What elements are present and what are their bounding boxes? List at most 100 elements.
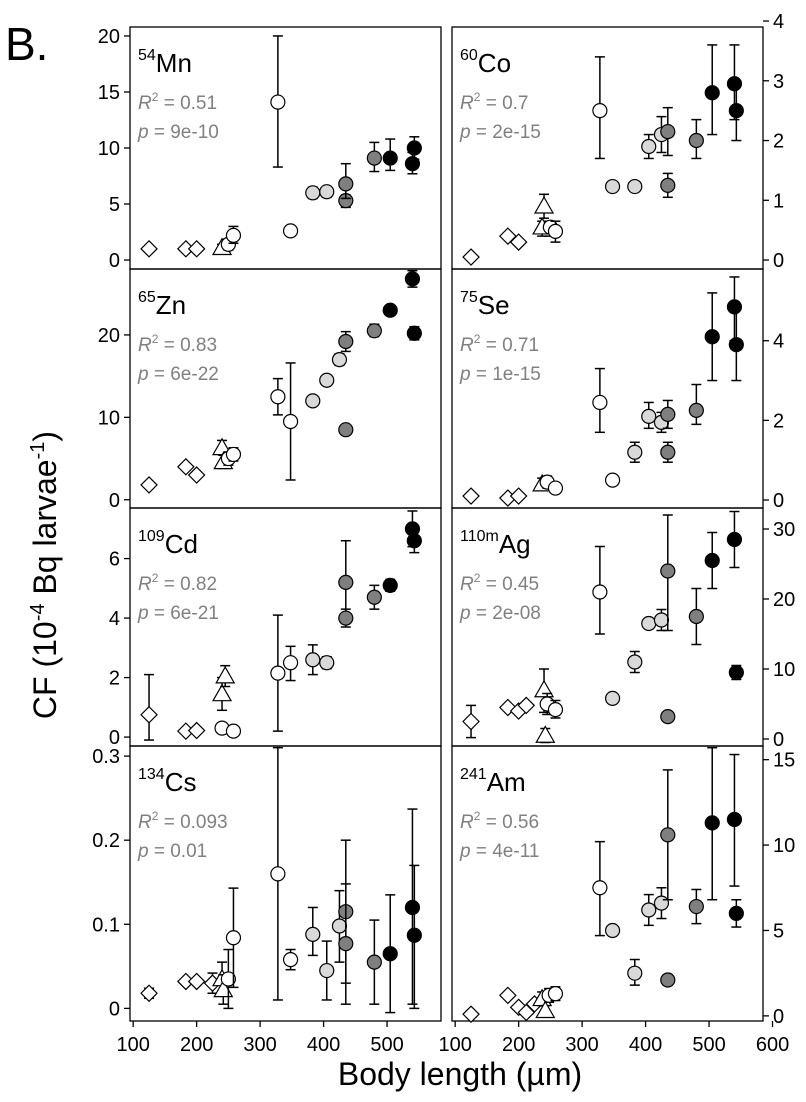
p-value-label: p = 2e-08 (459, 603, 541, 624)
data-point-circle (661, 828, 675, 842)
data-point-circle (548, 703, 562, 717)
data-point-circle (271, 390, 285, 404)
data-point-circle (642, 140, 656, 154)
p-value-label: p = 6e-21 (137, 603, 219, 624)
x-tick-label: 400 (629, 1034, 662, 1056)
x-tick-label: 400 (307, 1034, 340, 1056)
y-tick-label: 20 (98, 26, 120, 48)
data-point-circle (383, 303, 397, 317)
panel-am: 051015100 200 300 400 500 600241AmR2 = 0.56p … (438, 746, 795, 1056)
p-value-label: p = 0.01 (137, 841, 207, 862)
r-squared-label: R2 = 0.82 (138, 571, 217, 595)
isotope-label: 134Cs (138, 766, 196, 797)
y-axis-label-part3: ) (27, 431, 63, 442)
isotope-mass: 54 (138, 47, 156, 64)
r-squared-label: R2 = 0.45 (460, 571, 539, 595)
isotope-label: 241Am (460, 766, 526, 797)
data-point-diamond (463, 714, 479, 730)
data-point-circle (271, 666, 285, 680)
y-tick-label: 0 (109, 490, 120, 512)
data-point-circle (226, 931, 240, 945)
data-point-circle (548, 224, 562, 238)
data-point-circle (339, 575, 353, 589)
data-point-circle (271, 95, 285, 109)
data-point-circle (226, 447, 240, 461)
isotope-mass: 110m (460, 528, 499, 545)
data-point-circle (367, 324, 381, 338)
data-point-circle (661, 407, 675, 421)
isotope-mass: 75 (460, 289, 478, 306)
panel-letter: B. (5, 18, 48, 70)
panel-co: 0 1 2 3 4 60Co R2 = 0.7 p = 2e-15 (452, 11, 784, 272)
data-point-circle (689, 900, 703, 914)
data-point-circle (642, 409, 656, 423)
x-tick-label: 600 (756, 1034, 789, 1056)
x-tick-label: 200 (502, 1034, 535, 1056)
data-point-circle (339, 335, 353, 349)
y-tick-label: 0 (109, 998, 120, 1020)
data-point-triangle (216, 667, 234, 683)
y-tick-label: 0.3 (92, 746, 120, 768)
data-point-triangle (535, 681, 553, 697)
data-point-circle (642, 617, 656, 631)
data-point-diamond (141, 985, 157, 1001)
y-tick-label: 20 (773, 589, 795, 611)
data-point-diamond (500, 987, 516, 1003)
data-point-diamond (463, 249, 479, 265)
data-point-circle (593, 104, 607, 118)
y-tick-label: 10 (98, 138, 120, 160)
data-point-triangle (213, 685, 231, 701)
panel-ag: 0 10 20 30 110mAg R2 = 0.45 p = 2e-08 (452, 508, 795, 751)
isotope-element: Am (487, 767, 526, 797)
isotope-element: Co (478, 48, 511, 78)
data-point-circle (606, 180, 620, 194)
data-point-circle (654, 896, 668, 910)
y-tick-label: 10 (773, 659, 795, 681)
data-point-circle (727, 812, 741, 826)
data-point-circle (320, 964, 334, 978)
data-point-circle (705, 86, 719, 100)
p-value-label: p = 1e-15 (459, 364, 541, 385)
data-point-circle (226, 228, 240, 242)
r-squared-label: R2 = 0.71 (460, 332, 539, 356)
y-tick-label: 4 (109, 608, 120, 630)
data-point-diamond (189, 723, 205, 739)
data-point-circle (284, 224, 298, 238)
data-point-circle (284, 414, 298, 428)
x-tick-label: 200 (180, 1034, 213, 1056)
data-point-circle (606, 473, 620, 487)
data-point-circle (383, 947, 397, 961)
data-point-triangle (536, 727, 554, 743)
data-point-circle (661, 178, 675, 192)
data-point-circle (405, 272, 419, 286)
data-point-circle (628, 180, 642, 194)
y-tick-label: 4 (773, 331, 784, 353)
data-point-circle (689, 610, 703, 624)
y-tick-label: 15 (773, 750, 795, 772)
data-point-circle (306, 186, 320, 200)
data-point-circle (727, 533, 741, 547)
data-point-triangle (535, 197, 553, 213)
data-point-diamond (463, 1006, 479, 1022)
data-point-circle (407, 326, 421, 340)
y-tick-label: 4 (773, 11, 784, 33)
data-point-circle (661, 973, 675, 987)
data-point-circle (407, 141, 421, 155)
isotope-mass: 65 (138, 289, 156, 306)
y-tick-label: 10 (773, 835, 795, 857)
r-squared-label: R2 = 0.51 (138, 90, 217, 114)
data-point-circle (339, 611, 353, 625)
y-tick-label: 3 (773, 71, 784, 93)
x-tick-label: 100 (116, 1034, 149, 1056)
data-point-diamond (141, 477, 157, 493)
data-point-circle (367, 151, 381, 165)
x-tick-label: 500 (370, 1034, 403, 1056)
isotope-label: 109Cd (138, 528, 198, 559)
data-point-circle (284, 953, 298, 967)
isotope-label: 75Se (460, 289, 510, 320)
data-point-circle (407, 534, 421, 548)
data-point-diamond (141, 241, 157, 257)
data-point-circle (320, 373, 334, 387)
y-tick-label: 0 (773, 729, 784, 751)
data-point-circle (729, 666, 743, 680)
